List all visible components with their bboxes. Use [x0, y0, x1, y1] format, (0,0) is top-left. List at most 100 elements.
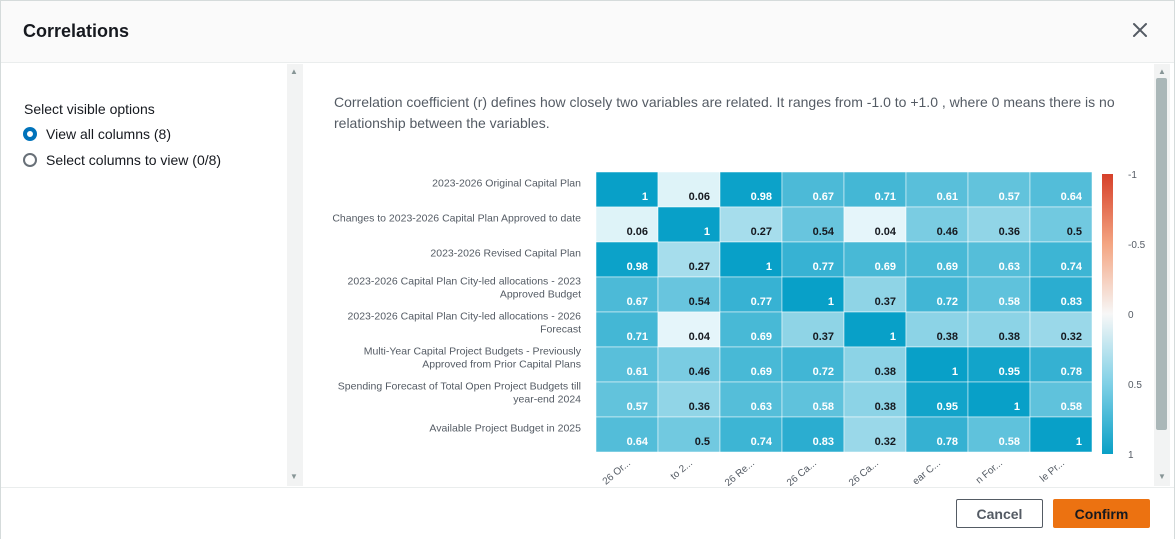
heatmap-cell: [719, 416, 783, 453]
heatmap-cell-value: 0.71: [627, 331, 648, 343]
heatmap-cell: [843, 171, 907, 208]
heatmap-cell-value: 0.95: [999, 366, 1020, 378]
heatmap-cell-value: 0.5: [1067, 226, 1082, 238]
row-label: 2023-2026 Capital Plan City-led allocati…: [348, 311, 582, 323]
heatmap-cell: [1029, 276, 1093, 313]
heatmap-cell: [719, 381, 783, 418]
heatmap-cell: [1029, 311, 1093, 348]
sidebar-scrollbar[interactable]: ▲ ▼: [287, 64, 303, 486]
radio-select-columns[interactable]: Select columns to view (0/8): [23, 152, 221, 168]
column-label: 26 Or...: [601, 458, 633, 486]
dialog-header: Correlations: [1, 1, 1174, 63]
heatmap-cell: [843, 311, 907, 348]
heatmap-cell: [905, 381, 969, 418]
colorbar-tick-label: -1: [1128, 170, 1137, 181]
heatmap-cell: [1029, 381, 1093, 418]
heatmap-cell: [595, 311, 659, 348]
heatmap-cell: [595, 346, 659, 383]
heatmap-cell-value: 0.64: [1061, 191, 1083, 203]
heatmap-cell: [843, 416, 907, 453]
heatmap-cell: [781, 171, 845, 208]
row-label: Multi-Year Capital Project Budgets - Pre…: [364, 346, 582, 358]
heatmap-cell: [905, 241, 969, 278]
heatmap-cell: [657, 311, 721, 348]
heatmap-cell-value: 0.83: [813, 436, 834, 448]
heatmap-cell-value: 0.06: [627, 226, 648, 238]
heatmap-cell-value: 0.98: [751, 191, 772, 203]
heatmap-cell-value: 1: [1076, 436, 1082, 448]
close-button[interactable]: [1125, 15, 1155, 45]
heatmap-cell: [1029, 206, 1093, 243]
heatmap-cell-value: 0.38: [875, 401, 896, 413]
heatmap-cell: [781, 206, 845, 243]
radio-label: Select columns to view (0/8): [46, 152, 222, 168]
heatmap-cell: [595, 241, 659, 278]
heatmap-cell: [905, 311, 969, 348]
heatmap-cell: [1029, 241, 1093, 278]
heatmap-cell: [905, 416, 969, 453]
heatmap-cell-value: 1: [766, 261, 772, 273]
row-label: Spending Forecast of Total Open Project …: [338, 381, 581, 393]
dialog-footer: Cancel Confirm: [1, 487, 1174, 539]
heatmap-cell-value: 0.69: [875, 261, 896, 273]
scroll-down-icon[interactable]: ▼: [290, 472, 298, 481]
heatmap-cell: [595, 381, 659, 418]
heatmap-cell-value: 0.38: [875, 366, 896, 378]
column-label: 26 Ca...: [785, 458, 819, 486]
confirm-button[interactable]: Confirm: [1053, 499, 1150, 528]
heatmap-cell: [905, 206, 969, 243]
heatmap-cell-value: 0.54: [689, 296, 711, 308]
radio-unchecked-icon: [23, 153, 37, 167]
heatmap-cell: [657, 206, 721, 243]
radio-view-all-columns[interactable]: View all columns (8): [23, 126, 171, 142]
heatmap-cell: [719, 241, 783, 278]
heatmap-cell-value: 0.36: [999, 226, 1020, 238]
cancel-button[interactable]: Cancel: [956, 499, 1043, 528]
heatmap-cell-value: 0.67: [627, 296, 648, 308]
heatmap-cell: [967, 241, 1031, 278]
heatmap-cell-value: 0.58: [999, 296, 1020, 308]
colorbar-tick-label: -0.5: [1128, 240, 1146, 251]
heatmap-cell-value: 1: [642, 191, 648, 203]
heatmap-cell-value: 0.77: [813, 261, 834, 273]
scrollbar-thumb[interactable]: [1156, 78, 1167, 430]
heatmap-cell-value: 0.57: [999, 191, 1020, 203]
heatmap-cell-value: 0.06: [689, 191, 710, 203]
column-label: ear C...: [911, 458, 943, 486]
colorbar-tick-label: 0.5: [1128, 380, 1142, 391]
heatmap-cell: [1029, 416, 1093, 453]
heatmap-cell-value: 0.78: [937, 436, 958, 448]
content-scrollbar[interactable]: ▲ ▼: [1154, 64, 1170, 486]
heatmap-cell-value: 0.04: [689, 331, 711, 343]
heatmap-cell: [719, 206, 783, 243]
row-label: Available Project Budget in 2025: [429, 423, 581, 435]
options-heading: Select visible options: [24, 101, 155, 117]
heatmap-cell-value: 1: [704, 226, 710, 238]
scroll-up-icon[interactable]: ▲: [1158, 67, 1166, 76]
heatmap-cell: [967, 381, 1031, 418]
heatmap-cell: [719, 346, 783, 383]
heatmap-cell-value: 0.32: [875, 436, 896, 448]
heatmap-cell-value: 0.38: [999, 331, 1020, 343]
heatmap-cell: [657, 381, 721, 418]
heatmap-cell-value: 0.58: [999, 436, 1020, 448]
heatmap-cell-value: 0.72: [937, 296, 958, 308]
heatmap-cell-value: 0.64: [627, 436, 649, 448]
heatmap-cell-value: 0.5: [695, 436, 710, 448]
heatmap-cell-value: 0.74: [751, 436, 773, 448]
correlation-heatmap: 1 0.06 0.98 0.67 0.71 0.61 0.57 0.64 0.06 1 0.27 0.…: [332, 170, 1146, 486]
heatmap-cell: [657, 416, 721, 453]
heatmap-cell-value: 0.36: [689, 401, 710, 413]
scroll-down-icon[interactable]: ▼: [1158, 472, 1166, 481]
heatmap-cell: [967, 416, 1031, 453]
heatmap-cell-value: 0.04: [875, 226, 897, 238]
row-label: 2023-2026 Original Capital Plan: [432, 178, 581, 190]
heatmap-cell-value: 0.37: [875, 296, 896, 308]
scroll-up-icon[interactable]: ▲: [290, 67, 298, 76]
heatmap-cell-value: 0.46: [937, 226, 958, 238]
heatmap-cell: [657, 276, 721, 313]
column-label: le Pr...: [1038, 458, 1067, 485]
colorbar-tick-label: 0: [1128, 310, 1134, 321]
row-label: year-end 2024: [513, 394, 581, 406]
heatmap-cell: [781, 276, 845, 313]
